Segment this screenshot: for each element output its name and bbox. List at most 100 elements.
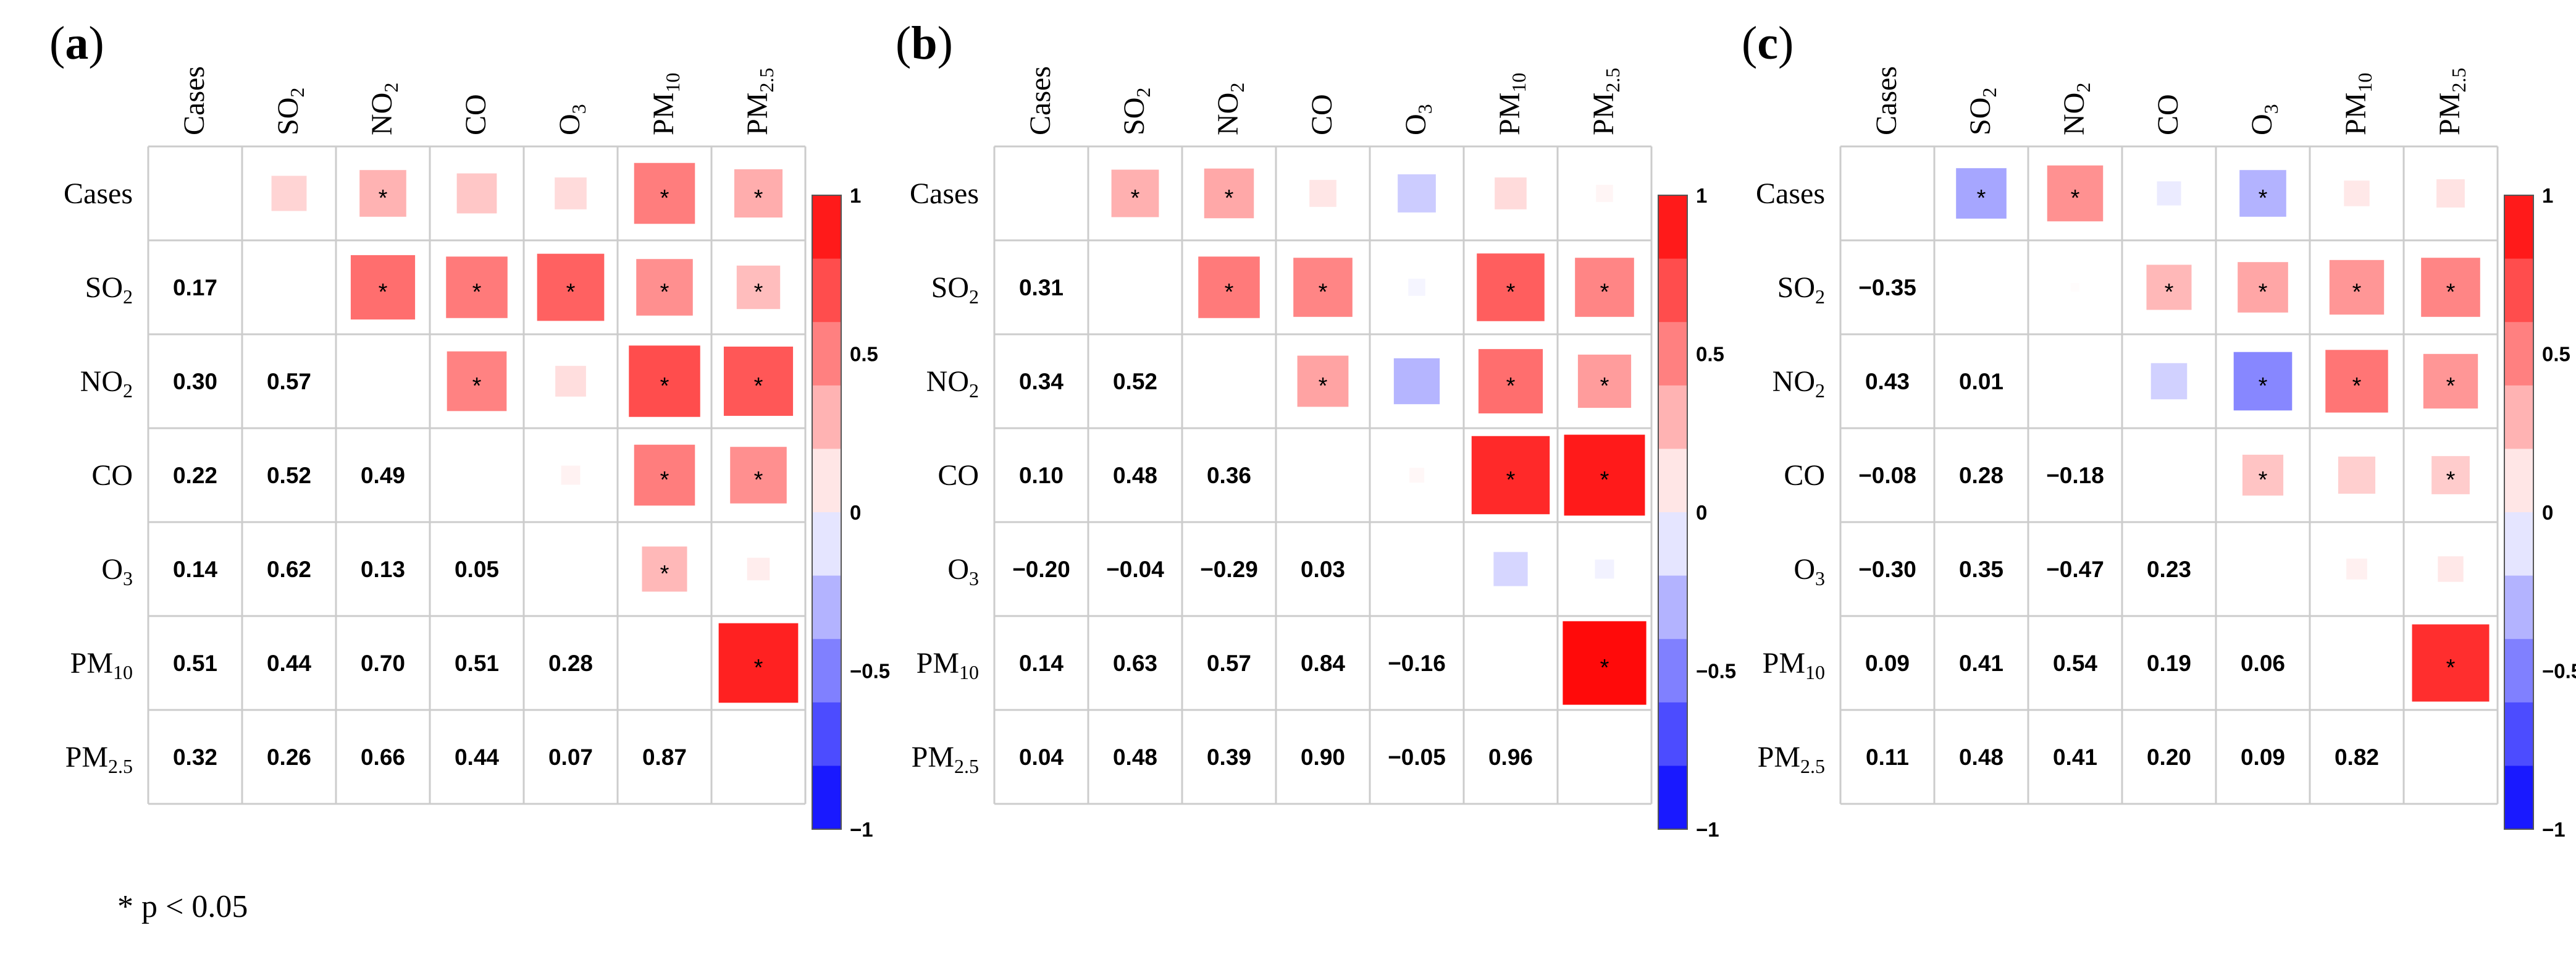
coefficient-label: −0.35: [1858, 275, 1916, 300]
colorbar-segment: [2504, 702, 2533, 766]
colorbar-segment: [1658, 575, 1687, 640]
significance-star: *: [660, 561, 669, 587]
coefficient-label: 0.82: [2335, 745, 2379, 770]
colorbar-segment: [812, 766, 841, 830]
panel-3: (c) Cases SO2 NO2 CO O3 PM10 PM2.5 Cases SO2 NO2 CO…: [1742, 17, 2576, 841]
row-label: Cases: [64, 177, 133, 210]
colorbar-segment: [812, 195, 841, 260]
correlation-square: [2329, 260, 2385, 315]
coefficient-label: 0.32: [173, 745, 217, 770]
row-label: PM2.5: [912, 741, 979, 777]
colorbar-segment: [1658, 702, 1687, 766]
coefficient-label: 0.05: [455, 557, 499, 582]
coefficient-label: 0.70: [361, 651, 405, 676]
column-label: PM10: [647, 73, 684, 135]
correlation-square: [2242, 454, 2284, 496]
significance-star: *: [660, 185, 669, 211]
column-label: Cases: [1024, 66, 1057, 135]
colorbar-segment: [2504, 195, 2533, 260]
colorbar-segment: [2504, 322, 2533, 386]
column-label: PM10: [2339, 73, 2376, 135]
colorbar-segment: [812, 449, 841, 513]
significance-star: *: [660, 467, 669, 493]
coefficient-label: 0.01: [1959, 369, 2003, 394]
correlation-square: [2421, 258, 2480, 317]
coefficient-label: 0.51: [455, 651, 499, 676]
coefficient-label: 0.17: [173, 275, 217, 300]
colorbar-tick-label: −0.5: [2542, 660, 2576, 683]
correlation-square: [636, 259, 693, 316]
coefficient-label: −0.08: [1858, 463, 1916, 488]
correlation-square: [634, 444, 695, 506]
coefficient-label: −0.29: [1200, 557, 1258, 582]
coefficient-label: 0.48: [1113, 463, 1157, 488]
colorbar-segment: [812, 639, 841, 703]
colorbar-segment: [2504, 575, 2533, 640]
coefficient-label: 0.26: [267, 745, 311, 770]
correlation-square: [2431, 456, 2470, 494]
correlation-square: [555, 177, 587, 209]
correlation-square: [1409, 468, 1424, 483]
colorbar-frame: [2504, 195, 2534, 830]
colorbar-tick-label: 1: [850, 184, 861, 207]
correlation-square: [2338, 456, 2376, 494]
colorbar-segment: [812, 575, 841, 640]
row-label: O3: [947, 553, 979, 589]
coefficient-label: 0.41: [1959, 651, 2003, 676]
correlation-square: [446, 256, 508, 318]
correlation-square: [1204, 168, 1254, 219]
column-label: CO: [1306, 94, 1338, 135]
coefficient-label: 0.87: [642, 745, 687, 770]
colorbar-tick-label: −0.5: [850, 660, 890, 683]
correlation-square: [2344, 180, 2370, 206]
coefficient-label: 0.14: [1019, 651, 1064, 676]
coefficient-label: 0.35: [1959, 557, 2003, 582]
significance-star: *: [1225, 279, 1234, 305]
correlation-square: [629, 345, 700, 417]
coefficient-label: 0.84: [1301, 651, 1345, 676]
column-label: NO2: [2058, 83, 2094, 135]
coefficient-label: 0.52: [1113, 369, 1157, 394]
coefficient-label: −0.30: [1858, 557, 1916, 582]
correlation-square: [1393, 358, 1440, 405]
colorbar-segment: [1658, 322, 1687, 386]
correlation-square: [2150, 363, 2188, 400]
correlation-square: [1398, 174, 1436, 213]
significance-star: *: [1977, 185, 1986, 211]
column-label: SO2: [1118, 88, 1154, 135]
panel-label: (a): [49, 17, 104, 69]
column-label: Cases: [1870, 66, 1903, 135]
significance-star: *: [660, 279, 669, 305]
coefficient-label: 0.62: [267, 557, 311, 582]
colorbar-frame: [812, 195, 842, 830]
significance-star: *: [1506, 373, 1516, 399]
row-label: NO2: [80, 365, 133, 402]
correlation-square: [2146, 264, 2192, 310]
significance-star: *: [1600, 279, 1609, 305]
coefficient-label: 0.06: [2241, 651, 2285, 676]
correlation-square: [1493, 552, 1528, 586]
column-label: PM10: [1493, 73, 1530, 135]
coefficient-label: 0.03: [1301, 557, 1345, 582]
correlation-square: [1595, 559, 1614, 579]
correlation-square: [734, 169, 783, 218]
correlation-square: [747, 557, 770, 581]
correlation-square: [2346, 559, 2367, 580]
coefficient-label: 0.48: [1959, 745, 2003, 770]
correlation-square: [1596, 185, 1613, 202]
coefficient-label: 0.48: [1113, 745, 1157, 770]
correlation-square: [2423, 353, 2478, 409]
row-label: PM2.5: [1758, 741, 1825, 777]
coefficient-label: 0.57: [1207, 651, 1251, 676]
correlation-square: [1408, 279, 1425, 296]
correlation-square: [1956, 168, 2007, 219]
colorbar-frame: [1658, 195, 1688, 830]
correlation-square: [2238, 262, 2288, 313]
coefficient-label: 0.43: [1865, 369, 1910, 394]
colorbar-tick-label: −1: [2542, 818, 2566, 841]
coefficient-label: 0.36: [1207, 463, 1251, 488]
row-label: SO2: [931, 271, 979, 308]
row-label: NO2: [926, 365, 979, 402]
significance-star: *: [1600, 373, 1609, 399]
